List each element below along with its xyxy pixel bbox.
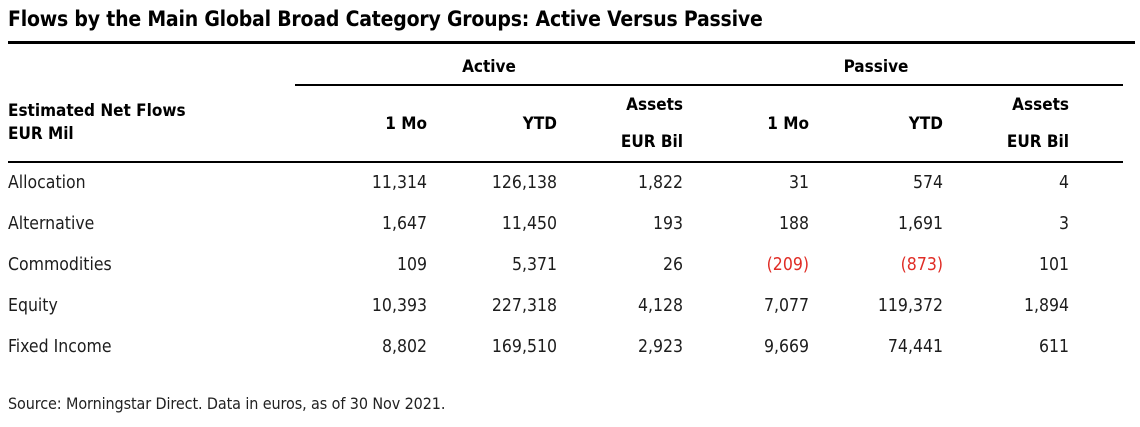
column-group-passive: Passive: [683, 44, 1123, 86]
table-row: Equity 10,393 227,318 4,128 7,077 119,372 1,89…: [8, 285, 1123, 326]
cell-value: 9,669: [763, 336, 809, 357]
assets-label-line2: EUR Bil: [1006, 131, 1069, 152]
cell-value: 1,691: [897, 213, 943, 234]
cell-value: 119,372: [877, 295, 943, 316]
row-category-label: Fixed Income: [8, 336, 112, 357]
cell-value: 4,128: [637, 295, 683, 316]
cell-value: 11,314: [371, 173, 427, 193]
figure-title: Flows by the Main Global Broad Category …: [8, 7, 1135, 44]
cell-value: 7,077: [763, 295, 809, 316]
cell-value: 574: [912, 173, 943, 193]
row-category-label: Commodities: [8, 254, 112, 275]
table-row: Allocation 11,314 126,138 1,822 31 574 4: [8, 162, 1123, 203]
row-header-line1: Estimated Net Flows: [8, 101, 186, 121]
cell-value: 74,441: [887, 336, 943, 357]
cell-value: 3: [1058, 213, 1069, 234]
source-note: Source: Morningstar Direct. Data in euro…: [8, 394, 446, 413]
cell-value: 31: [788, 173, 809, 193]
cell-value: 1,822: [637, 173, 683, 193]
cell-value: 11,450: [501, 213, 557, 234]
table-body: Allocation 11,314 126,138 1,822 31 574 4 Altern…: [8, 162, 1123, 367]
assets-label-line1: Assets: [626, 94, 683, 115]
col-header-active-1mo: 1 Mo: [295, 85, 427, 163]
column-group-row: Active Passive: [8, 44, 1123, 86]
cell-value: 126,138: [491, 173, 557, 193]
cell-value: 188: [778, 213, 809, 234]
cell-value: (873): [900, 254, 943, 275]
column-header-row: Estimated Net Flows EUR Mil 1 Mo YTD Ass…: [8, 85, 1123, 163]
row-category-label: Allocation: [8, 173, 86, 193]
cell-value: 26: [662, 254, 683, 275]
table-row: Alternative 1,647 11,450 193 188 1,691 3: [8, 203, 1123, 244]
cell-value: 4: [1058, 173, 1069, 193]
row-category-label: Alternative: [8, 213, 95, 234]
column-group-active: Active: [295, 44, 683, 86]
row-header-line2: EUR Mil: [8, 124, 74, 144]
report-figure: Flows by the Main Global Broad Category …: [8, 7, 1135, 413]
cell-value: 1,647: [381, 213, 427, 234]
table-row: Fixed Income 8,802 169,510 2,923 9,669 74,441…: [8, 326, 1123, 367]
cell-value: 10,393: [371, 295, 427, 316]
cell-value: 8,802: [381, 336, 427, 357]
table-header: Active Passive Estimated Net Flows EUR M…: [8, 44, 1123, 163]
cell-value: 1,894: [1023, 295, 1069, 316]
col-header-active-ytd: YTD: [427, 85, 557, 163]
row-header-label: Estimated Net Flows EUR Mil: [8, 85, 295, 163]
cell-value: 101: [1038, 254, 1069, 275]
cell-value: 227,318: [491, 295, 557, 316]
col-header-passive-1mo: 1 Mo: [683, 85, 809, 163]
cell-value: 5,371: [511, 254, 557, 275]
table-row: Commodities 109 5,371 26 (209) (873) 101: [8, 244, 1123, 285]
col-header-passive-ytd: YTD: [809, 85, 943, 163]
cell-value: 2,923: [637, 336, 683, 357]
cell-value: 169,510: [491, 336, 557, 357]
row-category-label: Equity: [8, 295, 58, 316]
col-header-active-assets: Assets EUR Bil: [557, 85, 683, 163]
col-header-passive-assets: Assets EUR Bil: [943, 85, 1123, 163]
cell-value: 611: [1038, 336, 1069, 357]
flows-table: Active Passive Estimated Net Flows EUR M…: [8, 44, 1123, 367]
assets-label-line2: EUR Bil: [620, 131, 683, 152]
assets-label-line1: Assets: [1012, 94, 1069, 115]
cell-value: 109: [396, 254, 427, 275]
cell-value: (209): [766, 254, 809, 275]
cell-value: 193: [652, 213, 683, 234]
group-row-spacer: [8, 44, 295, 85]
